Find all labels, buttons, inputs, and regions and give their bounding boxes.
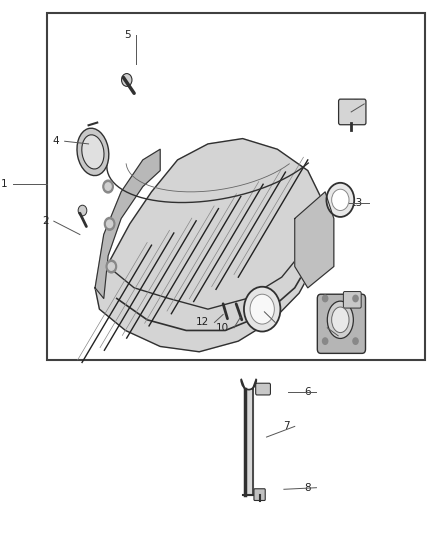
- Ellipse shape: [82, 135, 104, 169]
- Text: 11: 11: [320, 331, 333, 341]
- Circle shape: [105, 183, 111, 190]
- Circle shape: [106, 220, 113, 228]
- Circle shape: [322, 295, 328, 302]
- Text: 7: 7: [283, 422, 290, 431]
- Text: 1: 1: [1, 179, 7, 189]
- Text: 12: 12: [196, 318, 209, 327]
- Polygon shape: [95, 149, 160, 298]
- FancyBboxPatch shape: [317, 294, 365, 353]
- Text: 13: 13: [350, 198, 364, 207]
- FancyBboxPatch shape: [339, 99, 366, 125]
- Circle shape: [122, 74, 132, 86]
- Text: 6: 6: [304, 387, 311, 397]
- Circle shape: [332, 189, 349, 211]
- Circle shape: [250, 294, 274, 324]
- Text: 10: 10: [215, 323, 229, 333]
- Text: 4: 4: [53, 136, 60, 146]
- Text: 3: 3: [352, 99, 359, 109]
- Circle shape: [104, 217, 115, 230]
- FancyBboxPatch shape: [343, 292, 361, 308]
- Text: 9: 9: [263, 318, 270, 327]
- Circle shape: [326, 183, 354, 217]
- Circle shape: [322, 338, 328, 344]
- Circle shape: [106, 260, 117, 273]
- Text: 8: 8: [304, 483, 311, 492]
- Circle shape: [78, 205, 87, 216]
- Circle shape: [244, 287, 280, 332]
- FancyBboxPatch shape: [254, 489, 265, 500]
- Polygon shape: [245, 389, 253, 495]
- Circle shape: [103, 180, 113, 193]
- Text: 5: 5: [124, 30, 131, 39]
- Bar: [47, 13, 425, 360]
- Polygon shape: [95, 139, 325, 352]
- Ellipse shape: [327, 301, 353, 338]
- Circle shape: [108, 263, 114, 270]
- Polygon shape: [295, 192, 334, 288]
- Text: 2: 2: [42, 216, 49, 226]
- Circle shape: [353, 338, 358, 344]
- FancyBboxPatch shape: [256, 383, 270, 395]
- Ellipse shape: [332, 307, 349, 333]
- Circle shape: [353, 295, 358, 302]
- Ellipse shape: [77, 128, 109, 175]
